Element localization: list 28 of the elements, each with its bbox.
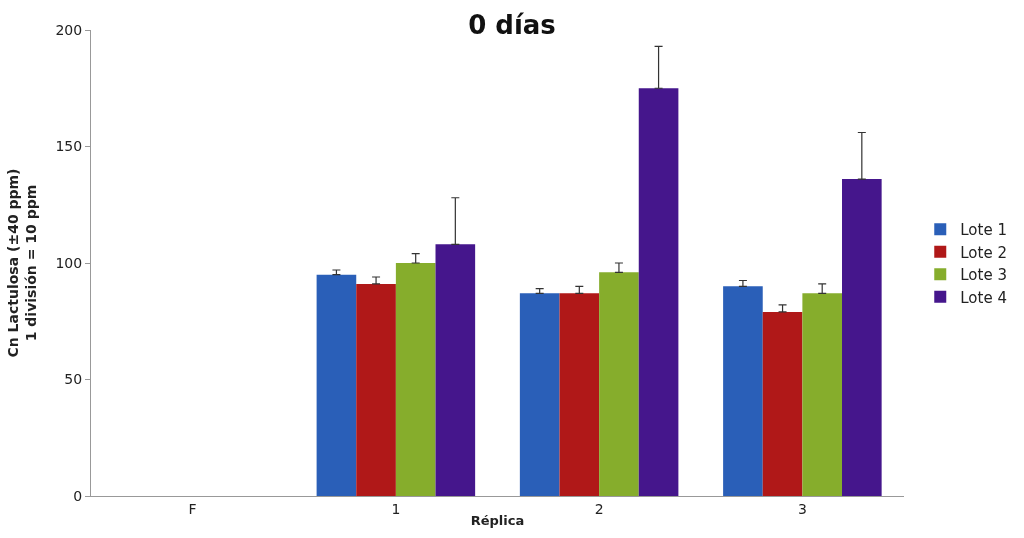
bar (802, 293, 843, 496)
y-tick-label: 0 (73, 487, 83, 504)
bar (395, 263, 436, 496)
y-tick-label: 200 (55, 21, 83, 38)
legend-label: Lote 4 (960, 288, 1007, 307)
bar (842, 179, 882, 496)
bar (723, 286, 763, 496)
y-tick-label: 100 (55, 254, 83, 271)
bar (638, 88, 679, 496)
bar (519, 293, 560, 496)
bar (762, 311, 803, 496)
bar (559, 293, 600, 496)
legend-label: Lote 2 (960, 243, 1007, 262)
x-axis-title: Réplica (470, 513, 525, 529)
y-axis-title: Cn Lactulosa (±40 ppm) 1 división = 10 ppm (4, 168, 40, 358)
x-tick-label: 3 (797, 500, 807, 517)
bar (316, 274, 357, 496)
y-tick-label: 50 (64, 371, 83, 388)
x-tick-label: 2 (594, 500, 604, 517)
y-tick-label: 150 (55, 138, 83, 155)
bar (599, 272, 639, 496)
bar (356, 283, 396, 496)
legend-label: Lote 3 (960, 266, 1007, 285)
x-tick-label: F (188, 500, 197, 517)
chart-title: 0 días (468, 10, 556, 41)
x-tick-label: 1 (391, 500, 401, 517)
bar (435, 244, 476, 496)
legend-label: Lote 1 (960, 221, 1007, 240)
